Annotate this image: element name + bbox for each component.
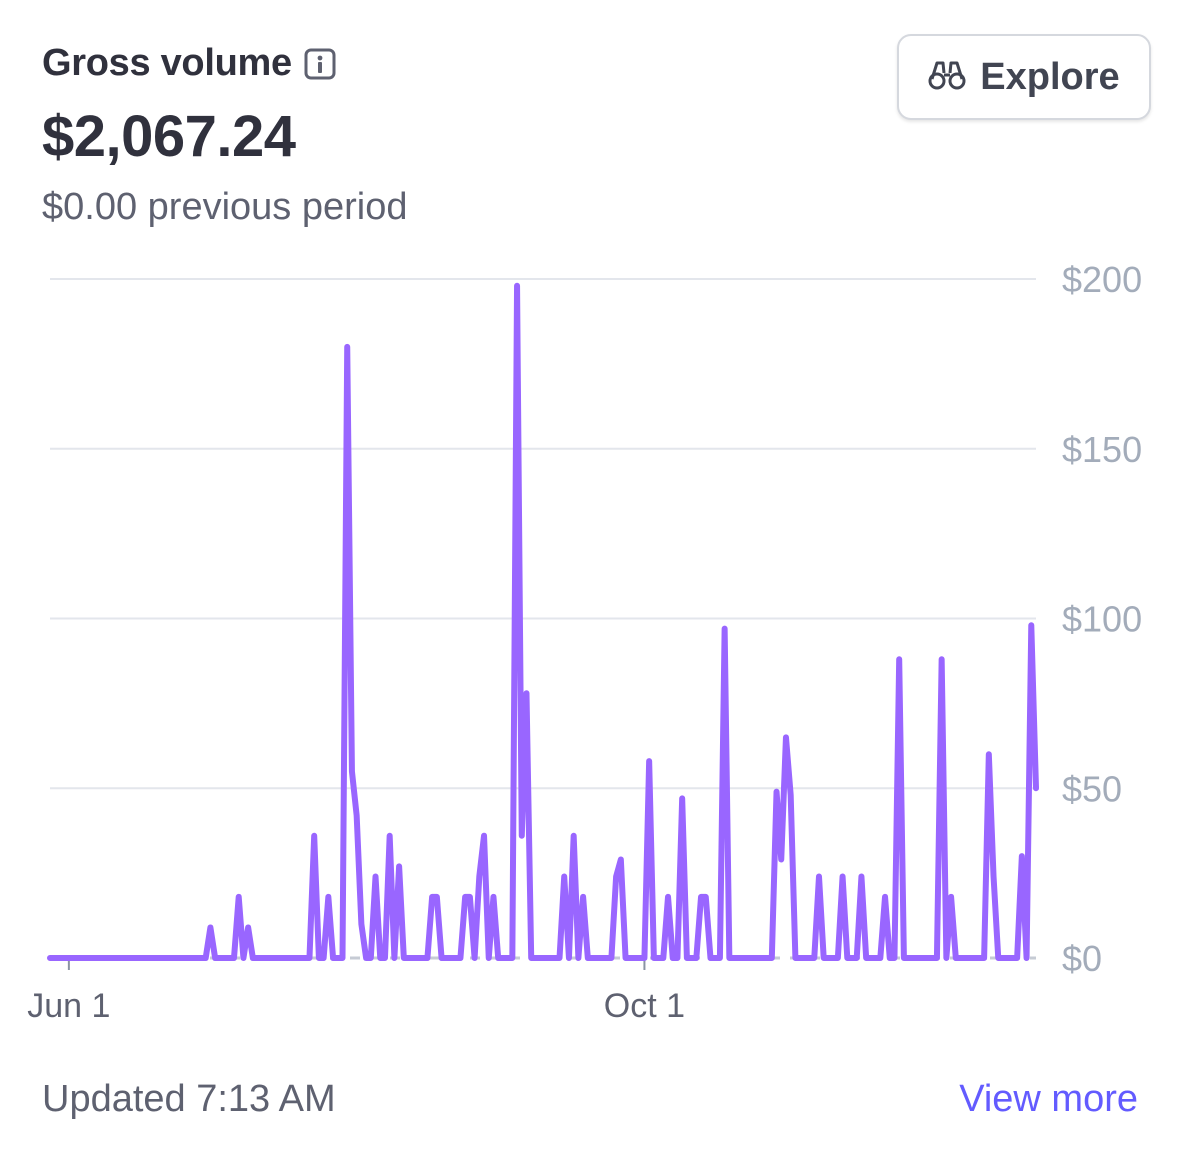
y-axis-labels: $0 $50 $100 $150 $200 bbox=[1062, 259, 1142, 979]
y-tick-label: $50 bbox=[1062, 768, 1122, 809]
gross-volume-line bbox=[47, 282, 1039, 961]
info-icon[interactable] bbox=[304, 48, 336, 80]
y-tick-label: $0 bbox=[1062, 938, 1102, 979]
chart-title: Gross volume bbox=[42, 42, 292, 84]
gross-volume-amount: $2,067.24 bbox=[42, 104, 296, 169]
gross-volume-chart[interactable]: $0 $50 $100 $150 $200 Jun 1 Oct 1 bbox=[0, 0, 1200, 1060]
y-tick-label: $150 bbox=[1062, 429, 1142, 470]
binoculars-icon bbox=[928, 59, 966, 96]
x-axis-ticks: Jun 1 Oct 1 bbox=[27, 960, 685, 1025]
series-line-layer bbox=[47, 282, 1039, 961]
updated-timestamp: Updated 7:13 AM bbox=[42, 1078, 336, 1120]
grid-lines bbox=[50, 278, 1036, 960]
explore-label: Explore bbox=[980, 55, 1120, 98]
explore-button[interactable]: Explore bbox=[897, 34, 1151, 120]
title-row: Gross volume bbox=[42, 42, 336, 85]
x-tick-label: Oct 1 bbox=[604, 987, 685, 1025]
view-more-link[interactable]: View more bbox=[959, 1078, 1138, 1120]
previous-period-text: $0.00 previous period bbox=[42, 186, 408, 228]
x-tick-label: Jun 1 bbox=[27, 987, 110, 1025]
y-tick-label: $100 bbox=[1062, 599, 1142, 640]
y-tick-label: $200 bbox=[1062, 259, 1142, 300]
